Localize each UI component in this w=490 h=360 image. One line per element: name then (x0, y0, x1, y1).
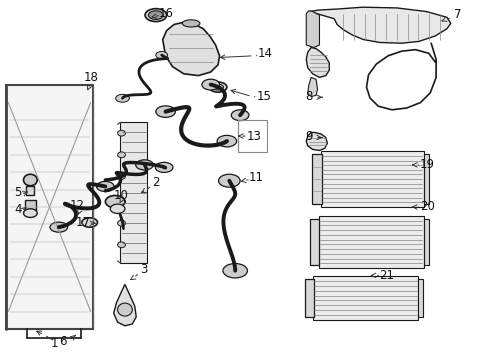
Ellipse shape (202, 79, 220, 90)
Bar (26, 186, 34, 195)
Text: 17: 17 (76, 216, 91, 229)
Text: 16: 16 (159, 7, 174, 20)
Bar (6, 85, 93, 329)
Polygon shape (163, 22, 220, 76)
Text: 12: 12 (70, 199, 85, 212)
Ellipse shape (217, 135, 237, 147)
Ellipse shape (50, 222, 68, 232)
Ellipse shape (156, 51, 168, 59)
Bar (318, 216, 424, 268)
Text: 8: 8 (305, 90, 313, 103)
Bar (424, 154, 429, 204)
Text: 14: 14 (258, 47, 273, 60)
Ellipse shape (110, 204, 125, 213)
Text: 9: 9 (305, 130, 313, 143)
Polygon shape (310, 7, 451, 43)
Bar (310, 219, 319, 265)
Bar (120, 122, 147, 263)
Bar (313, 276, 418, 320)
Ellipse shape (213, 84, 223, 90)
Ellipse shape (156, 106, 175, 117)
Polygon shape (306, 132, 327, 150)
Text: 4: 4 (14, 203, 22, 216)
Ellipse shape (155, 162, 173, 172)
Ellipse shape (24, 209, 37, 217)
Bar (312, 154, 322, 204)
Ellipse shape (223, 264, 247, 278)
Text: 19: 19 (420, 158, 435, 171)
Ellipse shape (145, 9, 167, 22)
Ellipse shape (118, 174, 125, 179)
Ellipse shape (182, 20, 200, 27)
Text: 13: 13 (246, 130, 261, 143)
Text: 6: 6 (59, 335, 67, 348)
Text: 3: 3 (140, 263, 147, 276)
Ellipse shape (118, 199, 125, 204)
Text: 7: 7 (454, 8, 462, 21)
Ellipse shape (231, 110, 249, 121)
Polygon shape (306, 48, 329, 77)
Text: 21: 21 (380, 269, 394, 282)
Ellipse shape (219, 174, 240, 187)
Text: 18: 18 (83, 71, 98, 84)
Ellipse shape (118, 242, 125, 248)
Bar (424, 219, 429, 265)
Ellipse shape (118, 130, 125, 136)
Ellipse shape (105, 195, 125, 208)
Ellipse shape (116, 94, 129, 102)
Ellipse shape (209, 82, 227, 92)
Text: 11: 11 (248, 171, 263, 184)
Bar (418, 279, 423, 317)
Polygon shape (308, 77, 318, 96)
Ellipse shape (24, 174, 37, 186)
Ellipse shape (82, 218, 98, 227)
Text: 5: 5 (14, 186, 22, 199)
Polygon shape (306, 11, 319, 48)
Ellipse shape (118, 152, 125, 158)
Ellipse shape (118, 220, 125, 226)
Bar (238, 120, 267, 152)
Bar (321, 151, 424, 207)
Polygon shape (114, 284, 136, 326)
Text: 10: 10 (114, 189, 129, 202)
Text: 1: 1 (51, 337, 59, 350)
Bar (25, 200, 36, 211)
Ellipse shape (136, 160, 153, 170)
Ellipse shape (148, 11, 163, 19)
Text: 20: 20 (420, 201, 435, 213)
Ellipse shape (118, 303, 132, 316)
Ellipse shape (97, 181, 114, 192)
Text: 15: 15 (256, 90, 271, 103)
Bar (305, 279, 314, 317)
Text: 2: 2 (152, 176, 160, 189)
